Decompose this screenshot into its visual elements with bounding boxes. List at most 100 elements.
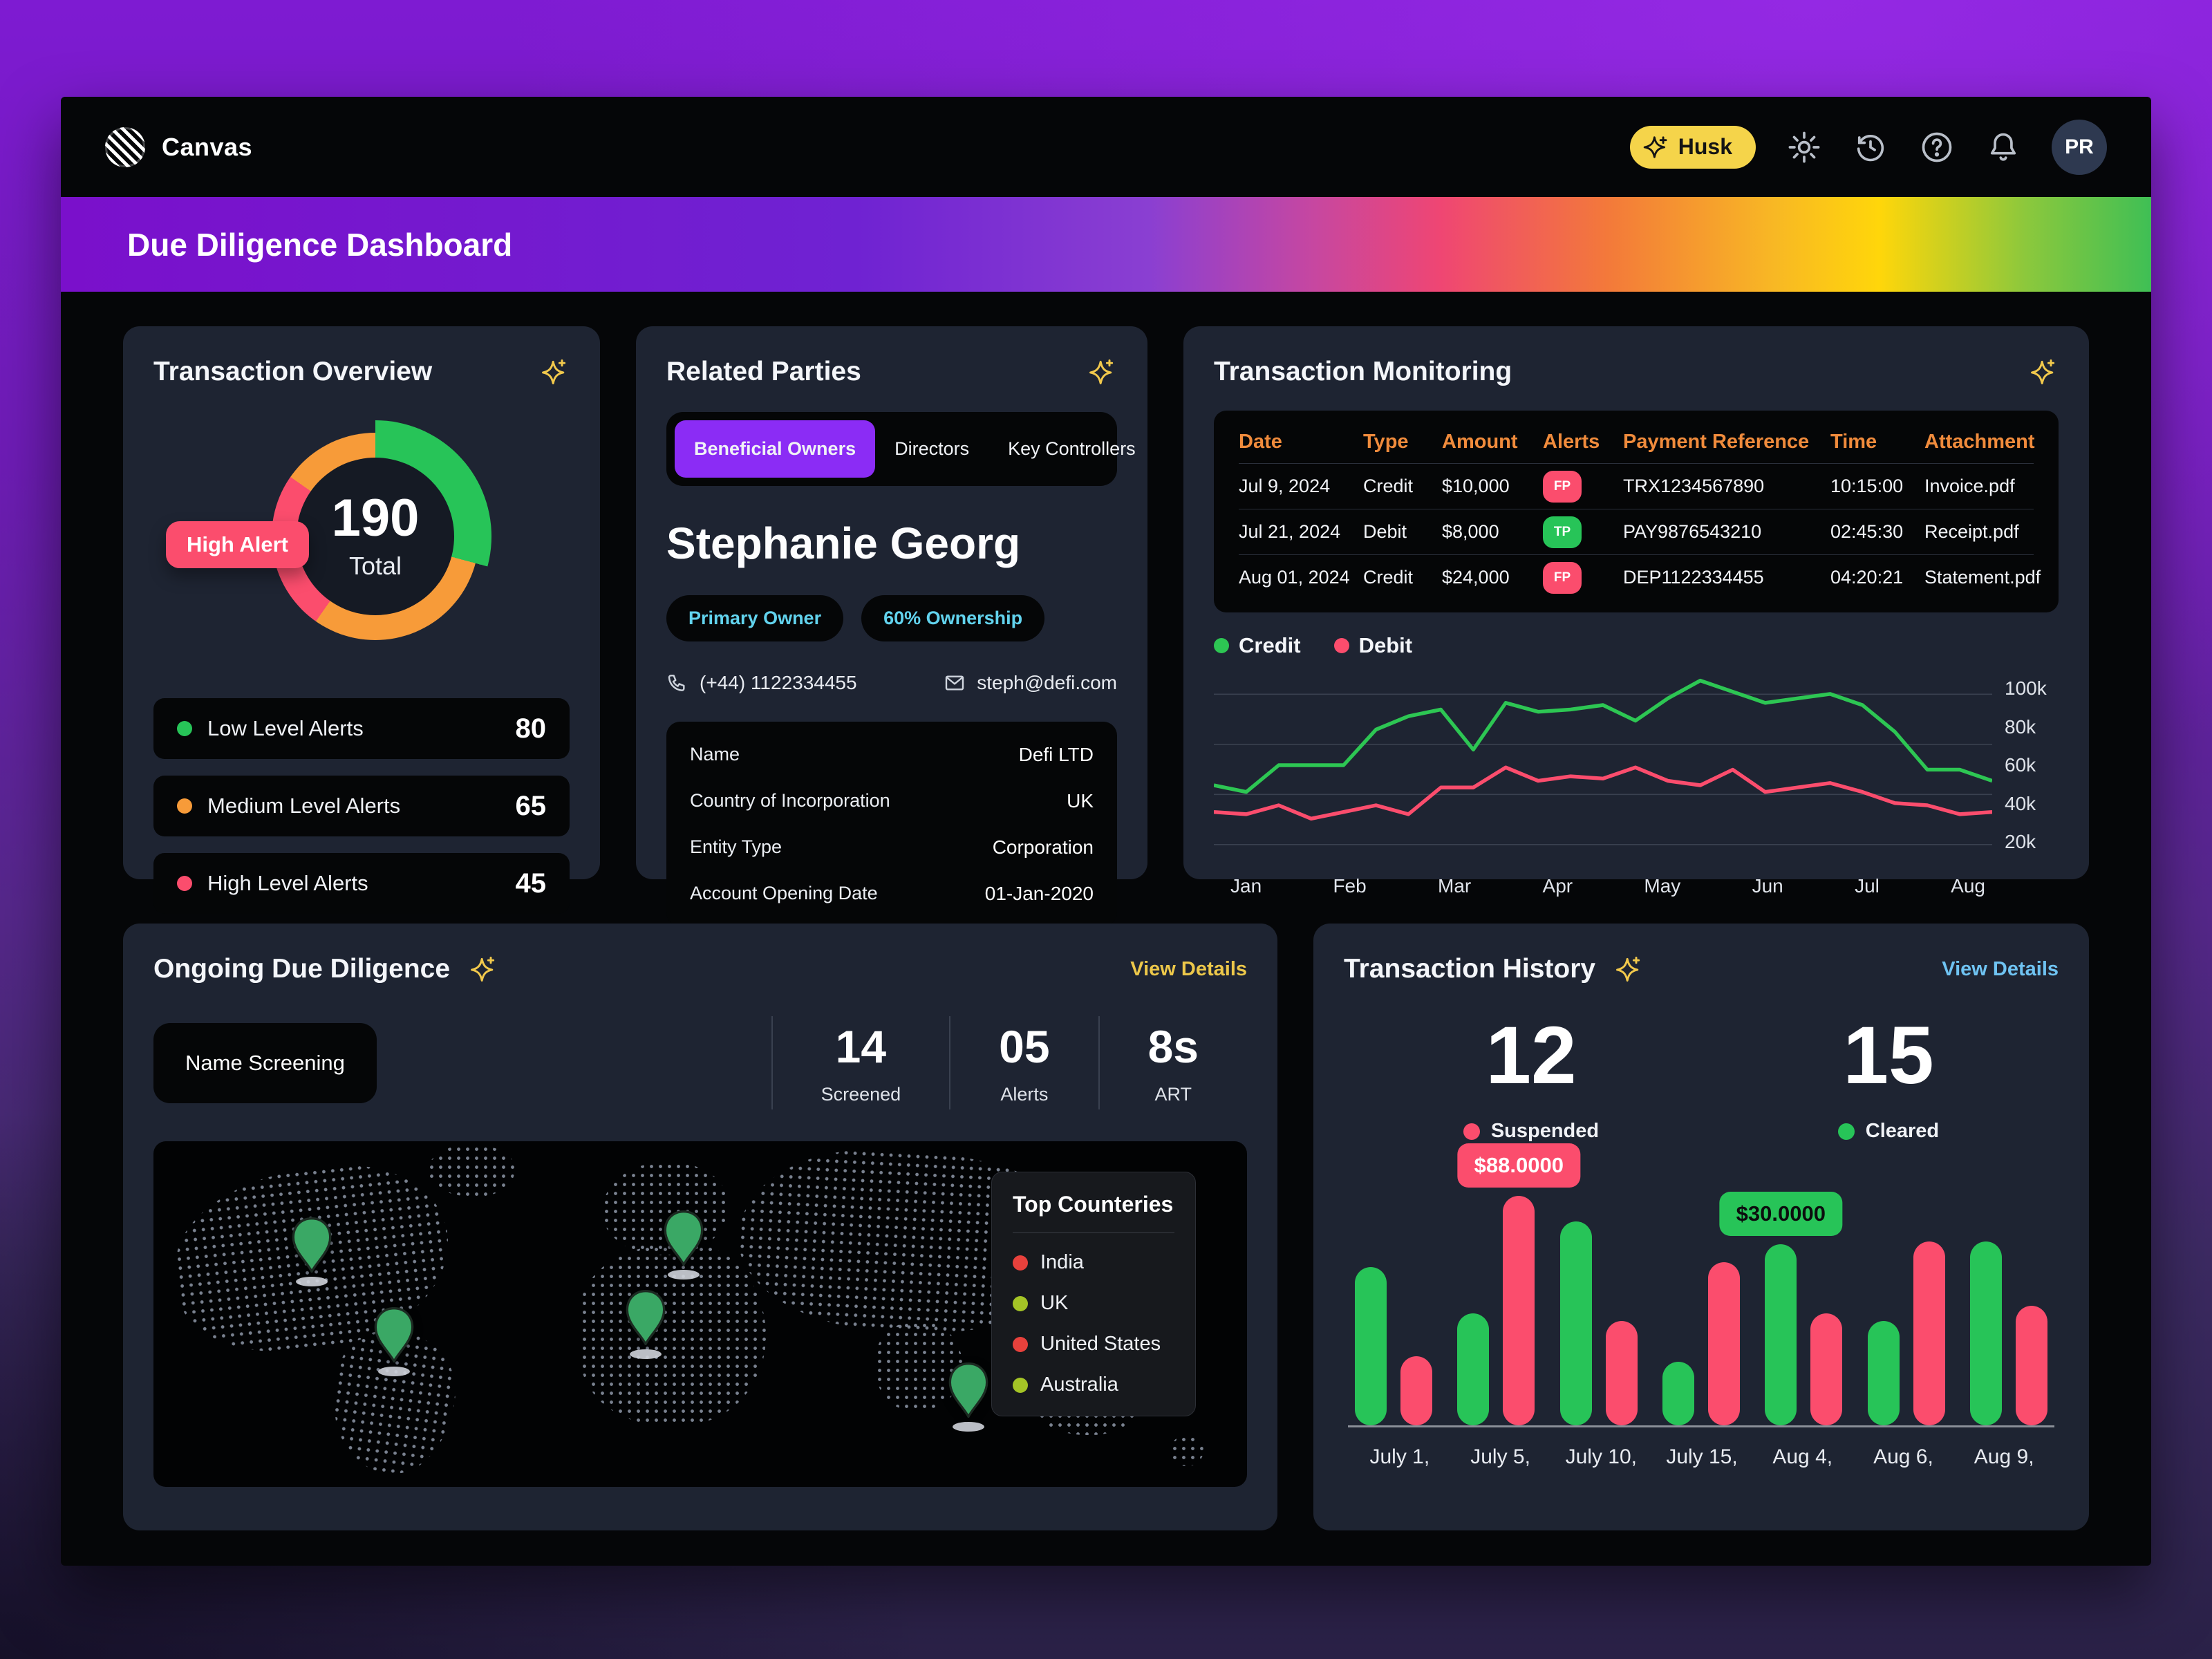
related-parties-tabs: Beneficial Owners Directors Key Controller…: [666, 412, 1136, 486]
stat-value: 14: [835, 1021, 887, 1072]
alert-row-medium-level-alerts: Medium Level Alerts 65: [153, 776, 570, 836]
cell-reference: PAY9876543210: [1623, 521, 1762, 542]
y-tick-100k: 100k: [2005, 677, 2047, 699]
country-dot: [1013, 1377, 1028, 1393]
month-tick-jul: Jul: [1855, 875, 1880, 897]
top-countries-panel: Top Counteries India UK United States Austr…: [991, 1172, 1196, 1416]
sparkle-icon: [542, 359, 566, 384]
bar-group-july-15: [1662, 1170, 1740, 1425]
summary-suspended: 12 Suspended: [1463, 1015, 1599, 1143]
detail-value: Corporation: [992, 836, 1094, 858]
bar-group-july-1: [1355, 1170, 1432, 1425]
stat-art: 8s ART: [1098, 1016, 1247, 1109]
cell-reference: DEP1122334455: [1623, 567, 1764, 588]
column-header-date: Date: [1239, 430, 1282, 453]
line-series-debit: [1214, 765, 1992, 821]
cell-date: Jul 21, 2024: [1239, 521, 1341, 542]
map-continent: [427, 1145, 515, 1197]
history-view-details-link[interactable]: View Details: [1942, 957, 2059, 980]
cell-time: 04:20:21: [1830, 567, 1904, 588]
y-tick-60k: 60k: [2005, 754, 2036, 776]
bar-label-july-5: July 5,: [1470, 1445, 1530, 1468]
top-countries-list: India UK United States Australia: [1013, 1251, 1174, 1396]
alert-dot: [177, 798, 192, 814]
alert-count: 65: [515, 790, 547, 821]
summary-label: Suspended: [1490, 1120, 1600, 1142]
bar-cleared: [1662, 1361, 1694, 1425]
email-contact: steph@defi.com: [944, 672, 1117, 694]
bar-suspended: [1605, 1320, 1638, 1425]
bar-cleared: [1559, 1221, 1592, 1425]
tab-beneficial-owners[interactable]: Beneficial Owners: [675, 420, 876, 478]
bar-value-tooltip: $88.0000: [1457, 1143, 1580, 1188]
line-chart-legend: Credit Debit: [1214, 633, 2059, 658]
cell-attachment[interactable]: Statement.pdf: [1924, 567, 2041, 588]
month-tick-feb: Feb: [1333, 875, 1367, 897]
cell-amount: $8,000: [1442, 521, 1499, 542]
month-tick-apr: Apr: [1542, 875, 1573, 897]
detail-value: 01-Jan-2020: [984, 882, 1094, 904]
bar-group-july-10: [1559, 1170, 1638, 1425]
detail-label: Country of Incorporation: [690, 790, 890, 811]
card-title-related: Related Parties: [666, 357, 861, 386]
stat-label: Alerts: [1000, 1084, 1049, 1105]
entity-details-panel: Name Defi LTD Country of Incorporation UK En…: [666, 722, 1117, 926]
alert-level-list: Low Level Alerts 80 Medium Level Alerts 65 H…: [153, 698, 570, 914]
ongoing-view-details-link[interactable]: View Details: [1130, 957, 1247, 980]
detail-row-entity-type: Entity Type Corporation: [690, 824, 1094, 870]
ongoing-due-diligence-card: Ongoing Due Diligence View Details Name …: [123, 924, 1277, 1530]
map-continent: [875, 1321, 963, 1411]
alert-dot: [177, 721, 192, 736]
help-icon[interactable]: [1919, 129, 1955, 165]
summary-label: Cleared: [1865, 1120, 1940, 1142]
bar-group-aug-6: [1867, 1170, 1945, 1425]
cell-attachment[interactable]: Invoice.pdf: [1924, 476, 2015, 496]
bar-group-aug-4: $30.0000: [1719, 1170, 1843, 1425]
column-header-alerts: Alerts: [1543, 430, 1600, 453]
world-map-panel: Top Counteries India UK United States Austr…: [153, 1141, 1247, 1487]
tab-directors[interactable]: Directors: [875, 420, 988, 478]
cell-date: Jul 9, 2024: [1239, 476, 1331, 496]
legend-debit: Debit: [1333, 633, 1412, 658]
cell-type: Debit: [1363, 521, 1407, 542]
name-screening-button[interactable]: Name Screening: [153, 1022, 377, 1103]
person-badge-60-ownership: 60% Ownership: [861, 595, 1045, 641]
settings-icon[interactable]: [1786, 129, 1822, 165]
husk-label: Husk: [1678, 134, 1732, 159]
mail-icon: [946, 675, 964, 691]
user-avatar[interactable]: PR: [2052, 119, 2107, 175]
cell-attachment[interactable]: Receipt.pdf: [1924, 521, 2019, 542]
related-parties-card: Related Parties Beneficial Owners Directo…: [636, 326, 1147, 926]
stat-label: Screened: [821, 1084, 901, 1105]
table-row[interactable]: Jul 9, 2024 Credit $10,000 FP TRX1234567890 1…: [1239, 463, 2034, 509]
table-row[interactable]: Jul 21, 2024 Debit $8,000 TP PAY9876543210 02…: [1239, 509, 2034, 554]
tab-key-controllers[interactable]: Key Controllers: [988, 420, 1155, 478]
person-badges: Primary Owner 60% Ownership: [666, 595, 1117, 641]
country-uk: UK: [1013, 1292, 1174, 1315]
screening-stats: 14 Screened 05 Alerts 8s ART: [771, 1016, 1247, 1109]
country-label: India: [1040, 1251, 1084, 1273]
donut-center: 190 Total: [297, 458, 454, 615]
y-tick-20k: 20k: [2005, 831, 2036, 852]
history-icon[interactable]: [1853, 129, 1888, 165]
summary-dot: [1837, 1123, 1855, 1140]
sparkle-icon: [1089, 359, 1114, 384]
map-pin-australia: [948, 1362, 988, 1432]
bar-suspended: [1707, 1262, 1740, 1425]
summary-cleared: 15 Cleared: [1837, 1015, 1940, 1143]
alert-type-badge: TP: [1543, 516, 1582, 548]
notifications-icon[interactable]: [1985, 129, 2021, 165]
alert-row-low-level-alerts: Low Level Alerts 80: [153, 698, 570, 759]
summary-label-row: Suspended: [1463, 1120, 1599, 1143]
map-continent: [1170, 1435, 1203, 1466]
husk-assistant-button[interactable]: Husk: [1629, 125, 1756, 169]
email-address: steph@defi.com: [977, 672, 1117, 693]
month-tick-jan: Jan: [1230, 875, 1262, 897]
donut-total-label: Total: [348, 552, 402, 580]
map-pin-south-america: [374, 1307, 414, 1376]
stat-screened: 14 Screened: [771, 1016, 950, 1109]
table-row[interactable]: Aug 01, 2024 Credit $24,000 FP DEP1122334455…: [1239, 554, 2041, 600]
cell-reference: TRX1234567890: [1623, 476, 1765, 496]
card-title-ongoing: Ongoing Due Diligence: [153, 954, 451, 984]
alert-type-badge: FP: [1543, 470, 1582, 503]
